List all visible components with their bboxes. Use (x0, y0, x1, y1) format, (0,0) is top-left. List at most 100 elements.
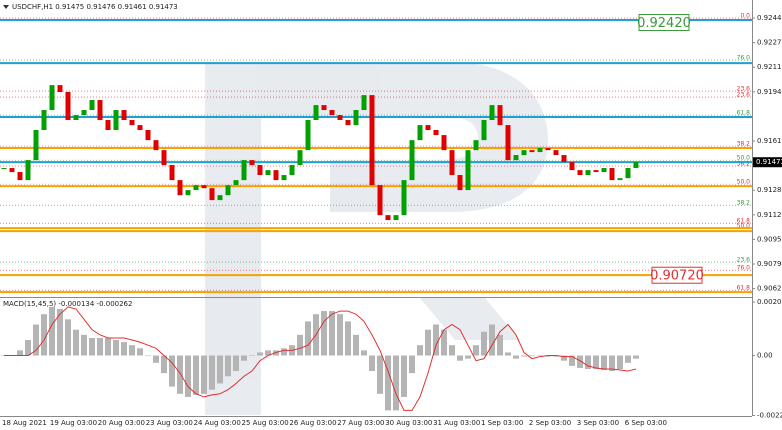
target-box (651, 266, 703, 284)
x-tick-label: 24 Aug 03:00 (194, 419, 241, 427)
macd-bar (633, 355, 639, 359)
macd-bar (217, 355, 223, 384)
candle (193, 185, 199, 191)
macd-bar (489, 324, 495, 356)
y-tick-label: 0.92275 (757, 39, 782, 47)
candle (57, 85, 63, 92)
candle (489, 105, 495, 121)
candle (17, 172, 23, 181)
candle (345, 120, 351, 126)
candle (401, 180, 407, 216)
macd-bar (617, 355, 623, 369)
macd-bar (121, 342, 127, 356)
fib-label: 50.0 (737, 223, 751, 230)
candle (465, 150, 471, 191)
current-price-box (753, 157, 782, 168)
macd-bar (25, 340, 31, 356)
candle (577, 170, 583, 176)
target-label: 0.92420 (637, 16, 691, 31)
fib-label: 61.8 (737, 110, 751, 117)
macd-bar (393, 355, 399, 411)
candle (169, 165, 175, 181)
candle (417, 125, 423, 141)
candle (113, 110, 119, 131)
fib-label: 38.2 (737, 200, 751, 207)
target-label: 0.90720 (650, 269, 704, 284)
x-tick-label: 6 Sep 03:00 (625, 419, 667, 427)
macd-bar (409, 355, 415, 374)
y-tick-label: 0.91945 (757, 88, 782, 96)
macd-bar (377, 355, 383, 394)
macd-bar (545, 355, 551, 357)
macd-bar (73, 329, 79, 356)
macd-bar (353, 334, 359, 356)
fib-label: 50.0 (737, 179, 751, 186)
candle (201, 185, 207, 189)
macd-bar (305, 321, 311, 356)
macd-bar (233, 355, 239, 372)
macd-bar (425, 329, 431, 356)
y-tick-label: 0.90955 (757, 235, 782, 243)
x-tick-label: 23 Aug 03:00 (146, 419, 193, 427)
macd-bar (433, 324, 439, 356)
macd-bar (97, 337, 103, 356)
candle (249, 160, 255, 166)
candle (529, 150, 535, 153)
macd-bar (105, 337, 111, 356)
candle (257, 165, 263, 176)
macd-bar (417, 345, 423, 356)
y-tick-label: 0.00 (757, 352, 773, 360)
x-tick-label: 1 Sep 03:00 (481, 419, 523, 427)
candle (81, 110, 87, 116)
macd-bar (185, 355, 191, 397)
macd-bar (329, 311, 335, 356)
macd-bar (513, 355, 519, 359)
y-tick-label: 0.91615 (757, 137, 782, 145)
x-tick-label: 30 Aug 03:00 (385, 419, 432, 427)
macd-bar (577, 355, 583, 368)
macd-bar (257, 352, 263, 356)
candle (217, 195, 223, 201)
macd-bar (529, 355, 535, 357)
candle (625, 168, 631, 179)
candle (185, 190, 191, 196)
candle (145, 130, 151, 141)
candle (329, 110, 335, 116)
candle (209, 188, 215, 201)
x-tick-label: 31 Aug 03:00 (433, 419, 480, 427)
macd-bar (561, 355, 567, 361)
candle (513, 155, 519, 161)
macd-bar (193, 355, 199, 395)
candle (281, 175, 287, 181)
candle (33, 130, 39, 161)
macd-bar (81, 334, 87, 356)
macd-bar (497, 334, 503, 356)
current-price-label: 0.91473 (756, 158, 782, 166)
macd-bar (41, 314, 47, 356)
candle (25, 160, 31, 181)
macd-bar (89, 337, 95, 356)
fib-label: 61.8 (737, 285, 751, 292)
fib-label: 61.8 (737, 218, 751, 225)
candle (89, 100, 95, 111)
fib-label: 23.6 (737, 257, 751, 264)
candle (425, 125, 431, 131)
candle (289, 165, 295, 176)
macd-bar (161, 355, 167, 374)
candle (137, 125, 143, 131)
candle (561, 155, 567, 163)
macd-bar (201, 355, 207, 394)
macd-bar (465, 355, 471, 359)
x-tick-label: 19 Aug 03:00 (50, 419, 97, 427)
candle (313, 105, 319, 121)
macd-bar (441, 329, 447, 356)
watermark (205, 62, 548, 415)
candle (241, 160, 247, 181)
macd-bar (49, 306, 55, 356)
candle (457, 175, 463, 191)
macd-bar (265, 350, 271, 356)
candle (97, 100, 103, 121)
candle (353, 110, 359, 126)
